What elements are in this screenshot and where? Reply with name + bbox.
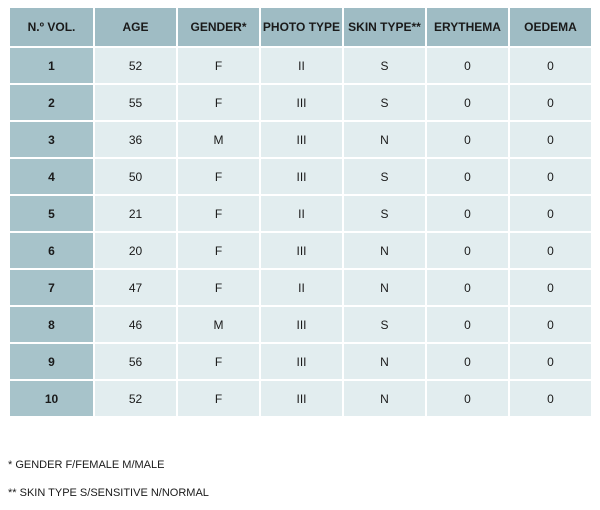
gender-cell: F	[176, 268, 261, 307]
photo-type-cell: II	[259, 268, 344, 307]
table-row: 2 55 F III S 0 0	[8, 83, 593, 122]
erythema-cell: 0	[425, 120, 510, 159]
vol-number-cell: 2	[8, 83, 95, 122]
vol-number-cell: 8	[8, 305, 95, 344]
oedema-cell: 0	[508, 268, 593, 307]
vol-number-cell: 4	[8, 157, 95, 196]
oedema-cell: 0	[508, 305, 593, 344]
erythema-cell: 0	[425, 268, 510, 307]
oedema-cell: 0	[508, 379, 593, 418]
erythema-cell: 0	[425, 342, 510, 381]
table-row: 7 47 F II N 0 0	[8, 268, 593, 307]
table-row: 5 21 F II S 0 0	[8, 194, 593, 233]
photo-type-cell: III	[259, 83, 344, 122]
skin-type-cell: S	[342, 305, 427, 344]
gender-cell: F	[176, 194, 261, 233]
gender-footnote: * GENDER F/FEMALE M/MALE	[8, 459, 165, 471]
age-cell: 56	[93, 342, 178, 381]
gender-cell: F	[176, 231, 261, 270]
table-row: 9 56 F III N 0 0	[8, 342, 593, 381]
erythema-cell: 0	[425, 194, 510, 233]
skin-type-cell: N	[342, 231, 427, 270]
vol-number-cell: 9	[8, 342, 95, 381]
oedema-cell: 0	[508, 342, 593, 381]
photo-type-cell: III	[259, 120, 344, 159]
photo-type-cell: II	[259, 194, 344, 233]
vol-number-cell: 1	[8, 46, 95, 85]
table-row: 1 52 F II S 0 0	[8, 46, 593, 85]
header-photo-type: PHOTO TYPE	[259, 6, 344, 48]
header-vol-number: N.º VOL.	[8, 6, 95, 48]
erythema-cell: 0	[425, 83, 510, 122]
vol-number-cell: 7	[8, 268, 95, 307]
header-erythema: ERYTHEMA	[425, 6, 510, 48]
table-row: 4 50 F III S 0 0	[8, 157, 593, 196]
skin-type-cell: N	[342, 268, 427, 307]
age-cell: 55	[93, 83, 178, 122]
table-row: 8 46 M III S 0 0	[8, 305, 593, 344]
age-cell: 46	[93, 305, 178, 344]
oedema-cell: 0	[508, 120, 593, 159]
age-cell: 52	[93, 379, 178, 418]
age-cell: 52	[93, 46, 178, 85]
table-notes: * GENDER F/FEMALE M/MALE ** SKIN TYPE S/…	[8, 458, 209, 500]
skin-type-cell: N	[342, 342, 427, 381]
gender-cell: F	[176, 46, 261, 85]
erythema-cell: 0	[425, 231, 510, 270]
age-cell: 20	[93, 231, 178, 270]
skin-type-cell: S	[342, 157, 427, 196]
photo-type-cell: III	[259, 342, 344, 381]
gender-cell: F	[176, 157, 261, 196]
oedema-cell: 0	[508, 231, 593, 270]
header-gender: GENDER*	[176, 6, 261, 48]
table-row: 6 20 F III N 0 0	[8, 231, 593, 270]
photo-type-cell: III	[259, 305, 344, 344]
erythema-cell: 0	[425, 46, 510, 85]
table-body: 1 52 F II S 0 0 2 55 F III S 0 0 3 36 M III N 0 0 4 50 F III S 0 0 5…	[8, 46, 593, 418]
oedema-cell: 0	[508, 157, 593, 196]
erythema-cell: 0	[425, 157, 510, 196]
skin-type-cell: N	[342, 379, 427, 418]
table-row: 3 36 M III N 0 0	[8, 120, 593, 159]
photo-type-cell: III	[259, 379, 344, 418]
volunteer-table: N.º VOL. AGE GENDER* PHOTO TYPE SKIN TYP…	[8, 6, 593, 418]
skin-type-footnote: ** SKIN TYPE S/SENSITIVE N/NORMAL	[8, 487, 209, 499]
skin-type-cell: N	[342, 120, 427, 159]
table-row: 10 52 F III N 0 0	[8, 379, 593, 418]
gender-cell: M	[176, 305, 261, 344]
table-header-row: N.º VOL. AGE GENDER* PHOTO TYPE SKIN TYP…	[8, 6, 593, 48]
age-cell: 21	[93, 194, 178, 233]
oedema-cell: 0	[508, 194, 593, 233]
header-age: AGE	[93, 6, 178, 48]
header-oedema: OEDEMA	[508, 6, 593, 48]
skin-type-cell: S	[342, 194, 427, 233]
oedema-cell: 0	[508, 83, 593, 122]
vol-number-cell: 3	[8, 120, 95, 159]
gender-cell: F	[176, 379, 261, 418]
vol-number-cell: 10	[8, 379, 95, 418]
age-cell: 36	[93, 120, 178, 159]
vol-number-cell: 6	[8, 231, 95, 270]
vol-number-cell: 5	[8, 194, 95, 233]
age-cell: 50	[93, 157, 178, 196]
gender-cell: M	[176, 120, 261, 159]
photo-type-cell: III	[259, 231, 344, 270]
skin-type-cell: S	[342, 83, 427, 122]
photo-type-cell: III	[259, 157, 344, 196]
photo-type-cell: II	[259, 46, 344, 85]
header-skin-type: SKIN TYPE**	[342, 6, 427, 48]
gender-cell: F	[176, 342, 261, 381]
erythema-cell: 0	[425, 305, 510, 344]
oedema-cell: 0	[508, 46, 593, 85]
erythema-cell: 0	[425, 379, 510, 418]
volunteer-table-container: N.º VOL. AGE GENDER* PHOTO TYPE SKIN TYP…	[8, 6, 593, 418]
skin-type-cell: S	[342, 46, 427, 85]
gender-cell: F	[176, 83, 261, 122]
age-cell: 47	[93, 268, 178, 307]
